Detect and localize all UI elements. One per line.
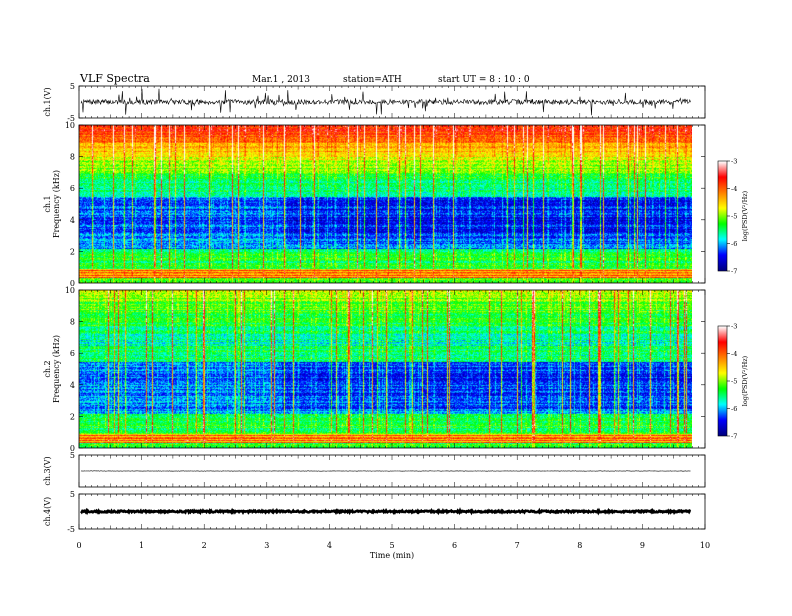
ch1-spec-colorbar-label: log(PSD(V²/Hz) — [741, 190, 749, 241]
ch2-spec-cb-tick-label: -3 — [731, 323, 737, 331]
ch1-spec-channel-label: ch.1 — [43, 195, 52, 212]
x-tick-label: 4 — [327, 541, 332, 550]
ch1-spec-freq-label: Frequency (kHz) — [52, 170, 61, 238]
ch3-wave-panel: ch.3(V) 5 — [43, 451, 705, 487]
x-axis: 0 1 2 3 4 5 6 7 8 9 10 — [76, 541, 710, 550]
ch2-spec-channel-label: ch.2 — [43, 360, 52, 377]
ch4-wave-y-tick-label: -5 — [67, 525, 75, 534]
ch1-wave-panel: ch.1(V)5-5 — [43, 82, 705, 123]
x-tick-label: 1 — [139, 541, 144, 550]
ch3-wave-label: ch.3(V) — [43, 456, 52, 485]
ch2-spec-heatmap — [79, 290, 692, 448]
ch1-spec-y-tick-label: 4 — [70, 216, 75, 225]
x-tick-label: 3 — [264, 541, 269, 550]
ch4-wave-panel: ch.4(V) 5 -5 — [43, 490, 705, 534]
x-tick-label: 2 — [202, 541, 207, 550]
ch2-spec-colorbar-label: log(PSD(V²/Hz) — [741, 355, 749, 406]
ch1-spec-y-tick-label: 2 — [70, 247, 75, 256]
x-tick-label: 7 — [515, 541, 520, 550]
x-axis-label: Time (min) — [370, 551, 414, 560]
ch2-spec-freq-label: Frequency (kHz) — [52, 335, 61, 403]
ch1-spec-heatmap — [79, 125, 692, 283]
ch1-spec-y-tick-label: 6 — [70, 184, 75, 193]
date-label: Mar.1 , 2013 — [252, 75, 310, 85]
ch4-wave-trace — [81, 511, 691, 513]
chart-title: VLF Spectra — [79, 72, 150, 85]
start-time-label: start UT = 8 : 10 : 0 — [438, 75, 530, 85]
x-tick-label: 5 — [389, 541, 394, 550]
x-tick-label: 8 — [577, 541, 582, 550]
ch1-wave-y-tick-label: 5 — [70, 82, 75, 91]
x-tick-label: 10 — [700, 541, 710, 550]
ch3-wave-y-tick-label: 5 — [70, 451, 75, 460]
ch1-wave-label: ch.1(V) — [43, 87, 52, 116]
ch2-spec-y-tick-label: 4 — [70, 381, 75, 390]
ch2-spec-y-tick-label: 8 — [70, 318, 75, 327]
ch1-wave-trace — [81, 89, 691, 115]
x-tick-label: 6 — [452, 541, 457, 550]
ch4-wave-y-tick-label: 5 — [70, 490, 75, 499]
ch2-spec-y-tick-label: 10 — [65, 286, 75, 295]
x-tick-label: 0 — [76, 541, 81, 550]
ch1-spec-colorbar — [718, 161, 727, 271]
ch4-wave-label: ch.4(V) — [43, 497, 52, 526]
ch1-spec-cb-tick-label: -5 — [731, 213, 737, 221]
ch2-spec-y-tick-label: 6 — [70, 349, 75, 358]
ch2-spec-cb-tick-label: -7 — [731, 433, 737, 441]
ch2-spec-cb-tick-label: -5 — [731, 378, 737, 386]
ch1-spec-cb-tick-label: -6 — [731, 240, 737, 248]
ch1-spec-cb-tick-label: -3 — [731, 158, 737, 166]
ch1-spec-cb-tick-label: -4 — [731, 185, 737, 193]
ch2-spec-y-tick-label: 2 — [70, 412, 75, 421]
station-label: station=ATH — [343, 75, 402, 85]
x-tick-label: 9 — [640, 541, 645, 550]
ch1-spec-y-tick-label: 10 — [65, 121, 75, 130]
ch2-spec-cb-tick-label: -6 — [731, 405, 737, 413]
ch1-spec-cb-tick-label: -7 — [731, 268, 737, 276]
ch1-spec-y-tick-label: 8 — [70, 153, 75, 162]
ch2-spec-cb-tick-label: -4 — [731, 350, 737, 358]
ch2-spec-colorbar — [718, 326, 727, 436]
